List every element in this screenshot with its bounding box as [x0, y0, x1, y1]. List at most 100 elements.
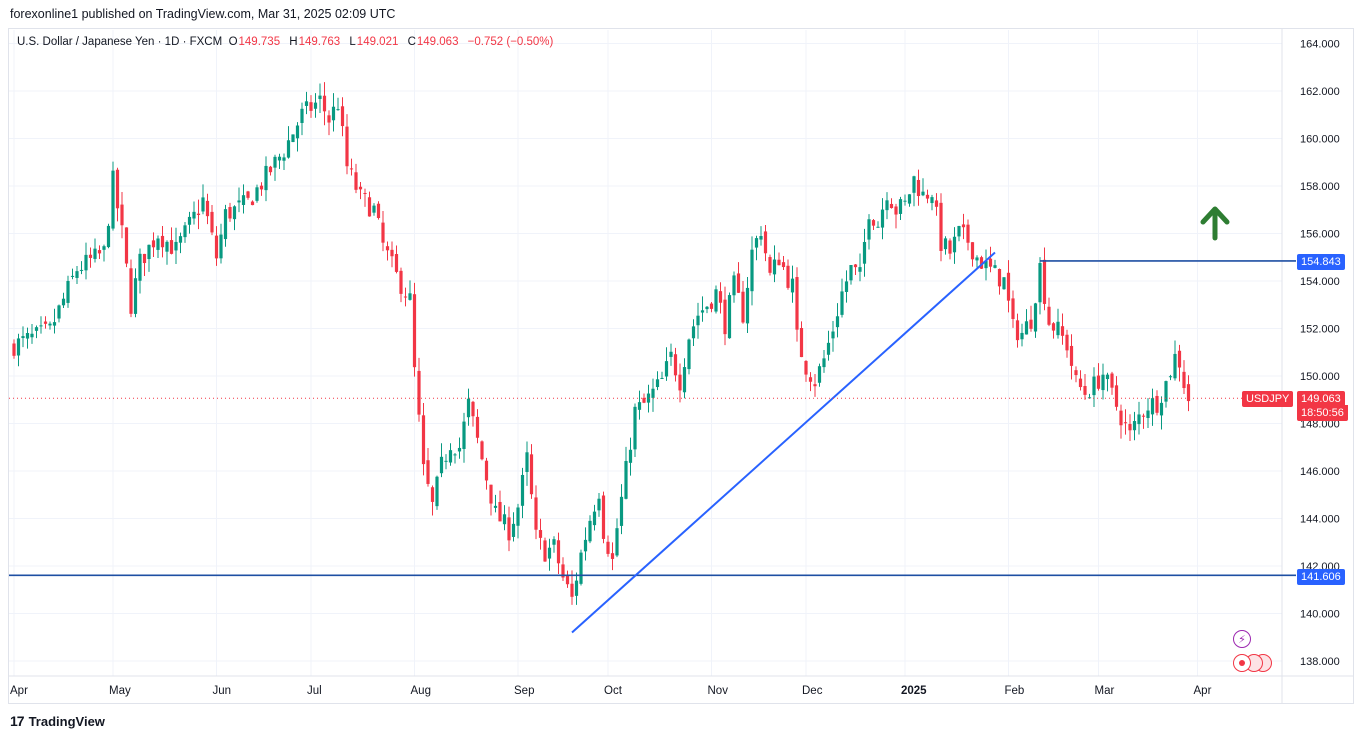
candle-body — [1132, 421, 1137, 431]
candle-body — [610, 553, 615, 559]
candle-body — [907, 194, 912, 204]
legend-high-label: H — [289, 36, 298, 48]
y-tick-label: 148.000 — [1300, 419, 1340, 431]
candle-body — [988, 258, 993, 267]
candle-body — [25, 333, 30, 339]
y-tick-label: 156.000 — [1300, 229, 1340, 241]
x-tick-label: Sep — [514, 685, 534, 697]
candle-body — [1168, 376, 1173, 378]
candle-body — [984, 260, 988, 269]
ohlc-legend: U.S. Dollar / Japanese Yen · 1D · FXCM O… — [17, 36, 559, 48]
candle-body — [714, 289, 718, 312]
candle-body — [475, 416, 480, 438]
tradingview-footer[interactable]: 17 TradingView — [10, 713, 105, 729]
candle-body — [997, 268, 1002, 287]
candle-body — [543, 540, 547, 562]
candle-body — [750, 249, 754, 292]
candle-body — [1128, 424, 1132, 431]
candle-body — [219, 234, 223, 259]
candle-body — [1173, 353, 1177, 379]
candle-body — [975, 257, 979, 261]
candle-body — [34, 327, 39, 331]
candle-body — [1141, 415, 1146, 417]
candle-body — [1065, 334, 1069, 351]
candle-body — [169, 240, 174, 254]
candle-body — [178, 236, 183, 243]
tradingview-logo-icon: 17 — [10, 713, 25, 729]
candle-body — [232, 206, 237, 220]
candle-body — [273, 156, 277, 168]
flash-icon[interactable]: ⚡ — [1233, 630, 1251, 648]
candle-body — [889, 203, 894, 209]
candle-body — [547, 547, 552, 559]
candle-body — [646, 393, 651, 403]
candle-body — [70, 275, 75, 277]
candle-body — [970, 242, 975, 260]
candle-body — [358, 186, 363, 190]
candle-body — [516, 507, 520, 526]
candle-body — [939, 202, 943, 251]
candle-body — [808, 377, 813, 382]
candle-body — [853, 264, 858, 268]
candle-body — [30, 333, 34, 338]
candle-body — [120, 204, 124, 226]
candle-body — [763, 231, 768, 254]
y-tick-label: 146.000 — [1300, 466, 1340, 478]
candle-body — [259, 185, 264, 190]
last-price-label: 149.063 — [1297, 391, 1345, 407]
candle-body — [318, 95, 322, 99]
candle-body — [876, 226, 880, 228]
candle-body — [241, 195, 246, 205]
candle-body — [709, 303, 714, 309]
candle-body — [669, 351, 673, 357]
candle-body — [250, 201, 255, 206]
candle-body — [88, 254, 93, 258]
candle-body — [637, 402, 642, 410]
candle-body — [696, 315, 700, 326]
candle-body — [1096, 375, 1101, 389]
candle-body — [106, 225, 111, 248]
candle-body — [538, 530, 543, 538]
y-tick-label: 138.000 — [1300, 656, 1340, 668]
candle-body — [304, 101, 309, 106]
candle-body — [952, 236, 957, 253]
candle-body — [1047, 306, 1051, 325]
candle-body — [138, 253, 142, 281]
candle-body — [489, 484, 493, 504]
candle-body — [583, 539, 588, 552]
candle-body — [48, 323, 52, 326]
candle-body — [412, 294, 417, 368]
candle-body — [556, 540, 561, 564]
candle-body — [961, 224, 966, 228]
countdown-label: 18:50:56 — [1297, 405, 1348, 421]
candle-body — [966, 224, 970, 243]
candle-body — [1105, 374, 1110, 380]
y-tick-label: 162.000 — [1300, 86, 1340, 98]
candle-body — [237, 200, 241, 203]
replay-icon[interactable] — [1233, 654, 1251, 672]
candle-body — [921, 191, 925, 196]
candle-body — [867, 219, 871, 240]
candle-body — [1123, 422, 1128, 424]
candle-body — [75, 271, 79, 278]
candle-body — [606, 541, 610, 554]
candle-body — [151, 240, 156, 248]
candle-body — [831, 331, 835, 339]
candle-body — [592, 511, 597, 526]
candle-body — [813, 384, 817, 387]
candle-body — [345, 126, 349, 167]
candle-body — [678, 374, 682, 391]
candle-body — [372, 205, 376, 213]
chart-frame — [8, 28, 1354, 704]
footer-brand: TradingView — [28, 713, 105, 729]
candle-body — [466, 398, 471, 418]
candle-body — [660, 377, 664, 379]
candle-body — [1101, 374, 1105, 391]
candle-body — [502, 514, 507, 525]
candle-body — [858, 267, 862, 272]
candle-body — [1159, 402, 1164, 416]
legend-low-label: L — [349, 36, 356, 48]
candle-body — [673, 354, 678, 376]
candle-body — [1182, 371, 1186, 389]
